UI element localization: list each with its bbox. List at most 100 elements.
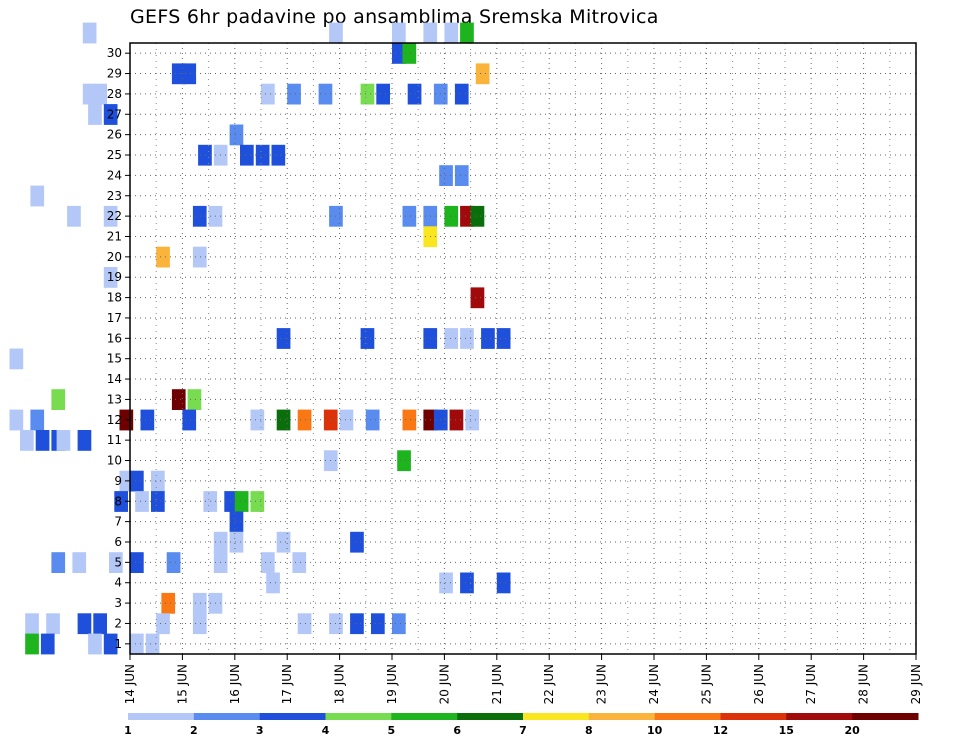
heatmap-cell: [229, 531, 244, 553]
heatmap-cell: [250, 409, 265, 431]
y-axis: 1234567891011121314151617181920212223242…: [107, 46, 130, 651]
heatmap-cell: [496, 572, 511, 594]
heatmap-cell: [276, 328, 291, 349]
heatmap-cell: [130, 552, 144, 573]
y-tick-label: 28: [107, 87, 122, 101]
heatmap-cell: [109, 552, 123, 573]
y-tick-label: 11: [107, 433, 122, 447]
colorbar-swatch: [588, 713, 656, 720]
heatmap-cell: [51, 552, 66, 573]
y-tick-label: 18: [107, 291, 122, 305]
heatmap-cell: [130, 633, 144, 655]
heatmap-cell: [182, 409, 197, 431]
colorbar-swatch: [325, 713, 392, 720]
y-tick-label: 12: [107, 413, 122, 427]
y-tick-label: 13: [107, 392, 122, 406]
heatmap-cell: [444, 22, 459, 44]
heatmap-cell: [276, 409, 291, 431]
y-tick-label: 1: [114, 637, 122, 651]
heatmap-cell: [77, 430, 92, 451]
heatmap-cell: [460, 572, 474, 594]
heatmap-cell: [454, 165, 469, 186]
heatmap-cell: [339, 409, 354, 431]
y-tick-label: 24: [107, 168, 122, 182]
x-tick-label: 20 JUN: [437, 664, 451, 704]
heatmap-cell: [20, 430, 34, 451]
y-tick-label: 7: [114, 515, 122, 529]
y-tick-label: 29: [107, 67, 122, 81]
heatmap-cell: [261, 552, 275, 573]
heatmap-cell: [460, 22, 474, 44]
y-tick-label: 6: [114, 535, 122, 549]
heatmap-cell: [72, 552, 87, 573]
heatmap-cell: [82, 22, 97, 44]
heatmap-cell: [114, 491, 128, 512]
colorbar-swatch: [457, 713, 524, 720]
x-tick-label: 29 JUN: [909, 664, 923, 704]
y-tick-label: 8: [114, 494, 122, 508]
heatmap-cell: [444, 328, 459, 349]
y-tick-label: 3: [114, 596, 122, 610]
heatmap-cell: [93, 613, 107, 635]
heatmap-cell: [255, 144, 270, 166]
colorbar-legend: 1 2 3 4 5 6 7 8 10 12 15 20: [124, 713, 919, 737]
x-tick-label: 14 JUN: [123, 664, 137, 704]
heatmap-cell: [392, 22, 406, 44]
heatmap-cell: [470, 205, 485, 227]
colorbar-swatch: [523, 713, 590, 720]
y-tick-label: 30: [107, 46, 122, 60]
heatmap-cell: [439, 165, 453, 186]
heatmap-cell: [407, 83, 422, 105]
heatmap-cell: [402, 409, 417, 431]
heatmap-cell: [151, 470, 165, 492]
heatmap-cell: [192, 205, 207, 227]
heatmap-cell: [130, 470, 144, 492]
colorbar-swatch: [128, 713, 195, 720]
heatmap-cell: [287, 83, 301, 105]
heatmap-cell: [171, 389, 186, 410]
heatmap-cell: [156, 613, 170, 635]
dotted-grid: [130, 43, 916, 654]
y-tick-label: 23: [107, 189, 122, 203]
y-tick-label: 17: [107, 311, 122, 325]
heatmap-cell: [371, 613, 385, 635]
y-tick-label: 22: [107, 209, 122, 223]
y-tick-label: 26: [107, 128, 122, 142]
colorbar-label: 15: [779, 724, 794, 737]
heatmap-cell: [9, 348, 24, 370]
x-tick-label: 24 JUN: [647, 664, 661, 704]
x-tick-label: 23 JUN: [595, 664, 609, 704]
heatmap-cell: [376, 83, 390, 105]
heatmap-cell: [103, 267, 118, 288]
heatmap-cells: [9, 22, 511, 655]
y-tick-label: 19: [107, 270, 122, 284]
y-tick-label: 25: [107, 148, 122, 162]
y-tick-label: 14: [107, 372, 122, 386]
heatmap-cell: [439, 572, 453, 594]
heatmap-cell: [402, 205, 417, 227]
heatmap-cell: [46, 613, 60, 635]
heatmap-cell: [392, 613, 406, 635]
heatmap-cell: [229, 124, 244, 146]
y-tick-label: 10: [107, 454, 122, 468]
colorbar-label: 2: [190, 724, 198, 737]
heatmap-cell: [140, 409, 155, 431]
heatmap-cell: [292, 552, 307, 573]
heatmap-cell: [250, 491, 265, 512]
x-tick-label: 15 JUN: [175, 664, 189, 704]
heatmap-cell: [392, 43, 406, 64]
heatmap-cell: [360, 83, 375, 105]
y-tick-label: 21: [107, 229, 122, 243]
y-tick-label: 27: [107, 107, 122, 121]
y-tick-label: 5: [114, 555, 122, 569]
heatmap-cell: [198, 144, 212, 166]
heatmap-cell: [30, 409, 45, 431]
heatmap-cell: [329, 22, 343, 44]
colorbar-label: 7: [519, 724, 527, 737]
heatmap-cell: [88, 104, 102, 125]
colorbar-label: 4: [322, 724, 330, 737]
colorbar-label: 6: [453, 724, 461, 737]
heatmap-cell: [224, 491, 238, 512]
heatmap-cell: [449, 409, 464, 431]
heatmap-cell: [481, 328, 495, 349]
